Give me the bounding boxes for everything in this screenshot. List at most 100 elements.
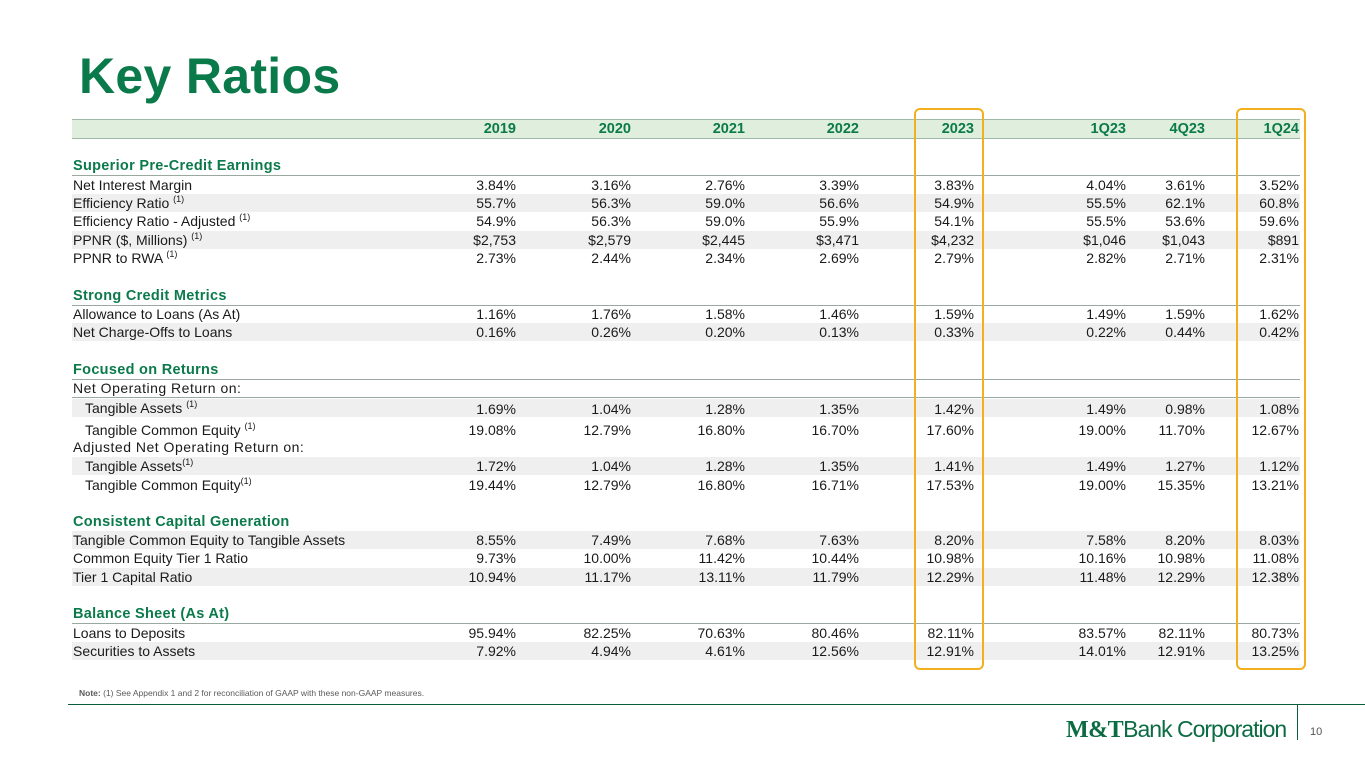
section-title-text: Focused on Returns [73, 362, 219, 378]
cell: 10.94% [468, 569, 516, 585]
cell: $891 [1267, 232, 1299, 248]
cell: 9.73% [476, 550, 516, 566]
cell: 83.57% [1078, 625, 1126, 641]
cell: 95.94% [468, 625, 516, 641]
cell: 1.28% [705, 401, 745, 417]
cell: 2.79% [934, 250, 974, 266]
row-label-text: PPNR to RWA [73, 250, 163, 266]
column-header: 2020 [598, 121, 631, 137]
cell: 12.38% [1251, 569, 1299, 585]
cell: 7.92% [476, 643, 516, 659]
section-title-strong-credit-metrics: Strong Credit Metrics [72, 286, 1300, 306]
footnote-marker: (1) [191, 231, 203, 241]
footnote-marker: (1) [182, 457, 194, 467]
footnote-marker: (1) [173, 194, 185, 204]
cell: 12.91% [1157, 643, 1205, 659]
subheading-text: Adjusted Net Operating Return on: [73, 439, 305, 455]
footnote-marker: (1) [239, 212, 251, 222]
table-row-securities-to-assets: Securities to Assets 7.92% 4.94% 4.61% 1… [72, 642, 1300, 660]
cell: 8.20% [934, 532, 974, 548]
column-header: 1Q24 [1263, 121, 1299, 137]
row-label: PPNR to RWA (1) [73, 249, 177, 267]
cell: 62.1% [1165, 195, 1205, 211]
page-title: Key Ratios [79, 48, 341, 104]
logo-separator [1297, 705, 1298, 740]
cell: 1.49% [1086, 458, 1126, 474]
row-label: Tangible Common Equity to Tangible Asset… [73, 532, 346, 548]
cell: 11.08% [1252, 550, 1299, 566]
cell: 70.63% [697, 625, 745, 641]
cell: 59.0% [705, 213, 745, 229]
cell: 2.69% [819, 250, 859, 266]
logo-text: Bank Corporation [1123, 716, 1287, 742]
cell: 3.84% [476, 177, 516, 193]
cell: 3.52% [1259, 177, 1299, 193]
row-label-text: Tangible Assets [85, 458, 183, 474]
cell: 1.76% [591, 306, 631, 322]
cell: 19.08% [468, 422, 516, 438]
cell: 1.42% [934, 401, 974, 417]
cell: 3.83% [934, 177, 974, 193]
cell: 56.6% [819, 195, 859, 211]
cell: 1.04% [591, 401, 631, 417]
cell: 0.20% [705, 324, 745, 340]
subheading-text: Net Operating Return on: [73, 380, 242, 396]
cell: 0.42% [1259, 324, 1299, 340]
cell: 80.73% [1251, 625, 1299, 641]
cell: 10.16% [1078, 550, 1126, 566]
row-label: Net Charge-Offs to Loans [73, 324, 233, 340]
section-title-superior-pre-credit-earnings: Superior Pre-Credit Earnings [72, 156, 1300, 176]
cell: 17.60% [926, 422, 974, 438]
cell: 59.0% [705, 195, 745, 211]
table-row-tangible-common-equity: Tangible Common Equity (1) 19.08% 12.79%… [72, 421, 1300, 439]
cell: 1.59% [934, 306, 974, 322]
cell: 2.73% [476, 250, 516, 266]
company-logo: M&TBank Corporation [1066, 716, 1287, 744]
cell: 0.33% [934, 324, 974, 340]
cell: 1.35% [819, 458, 859, 474]
cell: 1.72% [476, 458, 516, 474]
footnote-marker: (1) [244, 421, 256, 431]
row-label: Tangible Common Equity(1) [85, 476, 252, 494]
column-header: 2019 [483, 121, 516, 137]
cell: 16.70% [811, 422, 859, 438]
cell: $1,046 [1083, 232, 1126, 248]
cell: 17.53% [926, 477, 974, 493]
cell: 8.20% [1165, 532, 1205, 548]
cell: 4.04% [1086, 177, 1126, 193]
row-label: Tangible Assets (1) [85, 399, 197, 417]
cell: 82.11% [1158, 625, 1205, 641]
cell: 0.98% [1165, 401, 1205, 417]
cell: 1.28% [705, 458, 745, 474]
table-row-tangible-assets: Tangible Assets (1) 1.69% 1.04% 1.28% 1.… [72, 399, 1300, 417]
cell: 59.6% [1259, 213, 1299, 229]
cell: $4,232 [931, 232, 974, 248]
cell: 55.5% [1086, 213, 1126, 229]
cell: 0.44% [1165, 324, 1205, 340]
cell: 10.98% [926, 550, 974, 566]
column-header: 2022 [826, 121, 859, 137]
footer-divider [68, 704, 1365, 705]
footnote: Note: (1) See Appendix 1 and 2 for recon… [79, 688, 424, 698]
cell: 7.49% [591, 532, 631, 548]
row-label: Securities to Assets [73, 643, 196, 659]
table-row-tce-to-tangible-assets: Tangible Common Equity to Tangible Asset… [72, 531, 1300, 549]
section-title-text: Superior Pre-Credit Earnings [73, 158, 282, 174]
cell: 53.6% [1165, 213, 1205, 229]
cell: $1,043 [1162, 232, 1205, 248]
cell: $2,579 [588, 232, 631, 248]
cell: 1.49% [1086, 401, 1126, 417]
cell: 19.00% [1078, 477, 1126, 493]
table-row-net-interest-margin: Net Interest Margin 3.84% 3.16% 2.76% 3.… [72, 176, 1300, 194]
cell: 1.58% [705, 306, 745, 322]
cell: 1.41% [934, 458, 974, 474]
section-title-focused-on-returns: Focused on Returns [72, 360, 1300, 380]
cell: 1.49% [1086, 306, 1126, 322]
cell: 16.80% [697, 477, 745, 493]
row-label-text: Tangible Assets [85, 400, 183, 416]
table-row-efficiency-ratio: Efficiency Ratio (1) 55.7% 56.3% 59.0% 5… [72, 194, 1300, 212]
cell: 7.68% [705, 532, 745, 548]
cell: 0.22% [1086, 324, 1126, 340]
cell: 1.59% [1165, 306, 1205, 322]
cell: 55.9% [819, 213, 859, 229]
